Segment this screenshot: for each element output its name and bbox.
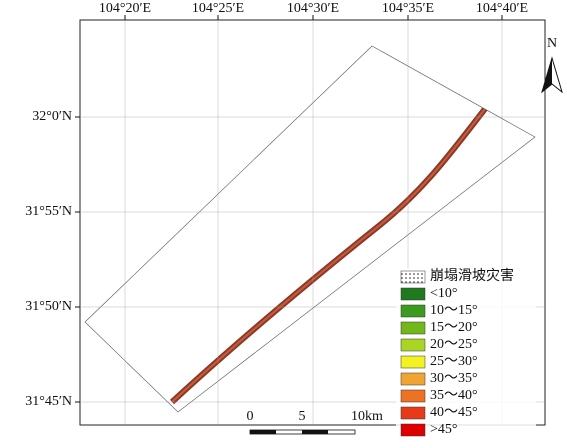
lat-label: 31°55′N <box>25 204 72 219</box>
lon-label: 104°30′E <box>287 1 339 16</box>
map-figure: 104°20′E 104°25′E 104°30′E 104°35′E 104°40′E… <box>0 0 567 443</box>
legend-label: 25～30° <box>430 354 478 369</box>
lon-label: 104°25′E <box>192 1 244 16</box>
legend-label: <10° <box>430 286 458 301</box>
legend-swatch <box>401 356 425 368</box>
legend-swatch <box>401 407 425 419</box>
legend-label: >45° <box>430 422 458 437</box>
legend-swatch <box>401 288 425 300</box>
legend-swatch <box>401 305 425 317</box>
legend-swatch <box>401 424 425 436</box>
legend-label: 15～20° <box>430 320 478 335</box>
scale-label: 5 <box>299 409 306 424</box>
scale-label: 0 <box>247 409 254 424</box>
scale-label: 10km <box>351 409 383 424</box>
lat-label: 32°0′N <box>32 109 72 124</box>
legend-swatch <box>401 373 425 385</box>
north-label: N <box>547 36 557 51</box>
lat-label: 31°45′N <box>25 394 72 409</box>
lon-label: 104°35′E <box>382 1 434 16</box>
lon-label: 104°40′E <box>476 1 528 16</box>
legend-label: 40～45° <box>430 405 478 420</box>
legend: 崩塌滑坡灾害 <10° 10～15° 15～20° 20～25° 25～30° 30～35°… <box>396 267 536 440</box>
lon-label: 104°20′E <box>99 1 151 16</box>
legend-swatch <box>401 271 425 283</box>
legend-label: 崩塌滑坡灾害 <box>430 267 514 284</box>
legend-swatch <box>401 390 425 402</box>
legend-swatch <box>401 322 425 334</box>
lat-label: 31°50′N <box>25 299 72 314</box>
legend-swatch <box>401 339 425 351</box>
legend-label: 35～40° <box>430 388 478 403</box>
legend-label: 10～15° <box>430 303 478 318</box>
legend-label: 20～25° <box>430 337 478 352</box>
legend-label: 30～35° <box>430 371 478 386</box>
